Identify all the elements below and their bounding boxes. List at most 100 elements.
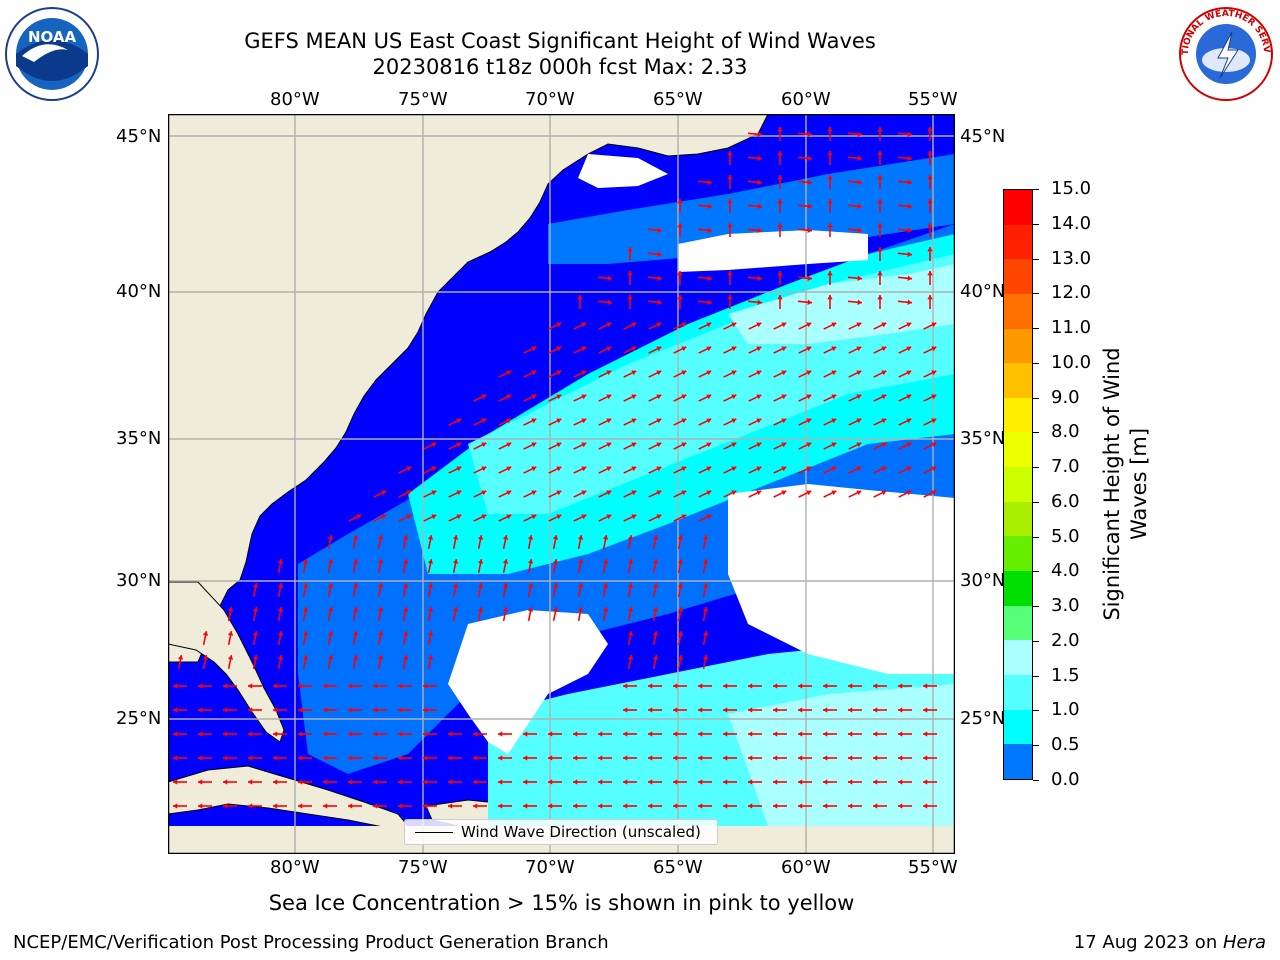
- wind-wave-arrow: [273, 803, 287, 809]
- wind-wave-arrow: [877, 151, 883, 165]
- wind-wave-arrow: [848, 731, 862, 737]
- wind-wave-arrow: [373, 514, 387, 522]
- wind-wave-arrow: [648, 490, 662, 498]
- wind-wave-arrow: [727, 223, 733, 237]
- wind-wave-arrow: [623, 418, 637, 426]
- wind-wave-arrow: [573, 803, 587, 809]
- colorbar-tick-mark: [1033, 606, 1039, 608]
- wind-wave-arrow: [697, 203, 713, 209]
- wind-wave-arrow: [273, 707, 287, 713]
- wind-wave-arrow: [698, 442, 712, 450]
- wind-wave-arrow: [827, 199, 833, 213]
- wind-wave-arrow: [823, 490, 837, 498]
- wind-wave-arrow: [352, 630, 359, 646]
- footer-machine: Hera: [1222, 932, 1266, 953]
- wind-wave-arrow: [923, 490, 937, 498]
- wind-wave-arrow: [823, 322, 837, 330]
- lat-label-left: 25°N: [116, 708, 162, 729]
- wind-wave-arrow: [877, 223, 883, 237]
- wind-wave-arrow: [773, 707, 787, 713]
- wind-wave-arrow: [302, 630, 309, 646]
- wind-wave-arrow: [452, 558, 459, 574]
- wind-wave-arrow: [873, 394, 887, 402]
- wind-wave-arrow: [698, 731, 712, 737]
- colorbar-tick-label: 15.0: [1051, 178, 1092, 199]
- wind-wave-arrow: [723, 683, 737, 689]
- wind-wave-arrow: [423, 779, 437, 785]
- wind-wave-arrow: [723, 322, 737, 330]
- wind-wave-arrow: [777, 151, 783, 165]
- wind-wave-arrow: [527, 558, 534, 574]
- wind-wave-arrow: [873, 322, 887, 330]
- wind-wave-arrow: [652, 654, 659, 670]
- wind-wave-arrow: [523, 346, 537, 354]
- wind-wave-arrow: [627, 534, 634, 550]
- wind-wave-arrow: [548, 466, 562, 474]
- wind-wave-arrow: [748, 683, 762, 689]
- wind-wave-arrow: [348, 803, 362, 809]
- colorbar-tick-mark: [1033, 467, 1039, 469]
- colorbar-tick-mark: [1033, 675, 1039, 677]
- no-data-region-east: [728, 484, 955, 674]
- wind-wave-arrow: [248, 707, 262, 713]
- wind-wave-arrow: [827, 127, 833, 141]
- wind-wave-arrow: [352, 534, 359, 550]
- wind-wave-arrow: [248, 731, 262, 737]
- wind-wave-arrow: [227, 606, 234, 622]
- wind-wave-arrow: [602, 558, 609, 574]
- wind-wave-arrow: [747, 179, 763, 185]
- wind-wave-arrow: [398, 755, 412, 761]
- wind-wave-arrow: [873, 707, 887, 713]
- wind-wave-arrow: [473, 394, 487, 402]
- wind-wave-arrow: [748, 322, 762, 330]
- wind-wave-arrow: [398, 731, 412, 737]
- wind-wave-arrow: [498, 370, 512, 378]
- wind-wave-arrow: [702, 654, 709, 670]
- wind-wave-arrow: [427, 534, 434, 550]
- wind-wave-arrow: [773, 731, 787, 737]
- footer-date: 17 Aug 2023 on: [1073, 932, 1223, 953]
- colorbar-tick-mark: [1033, 362, 1039, 364]
- wind-wave-arrow: [352, 606, 359, 622]
- wind-wave-arrow: [777, 127, 783, 141]
- wind-wave-arrow: [623, 683, 637, 689]
- wind-wave-arrow: [573, 322, 587, 330]
- wind-wave-arrow: [573, 731, 587, 737]
- wind-wave-arrow: [873, 442, 887, 450]
- wind-wave-arrow: [323, 803, 337, 809]
- wind-wave-arrow: [673, 731, 687, 737]
- wind-wave-arrow: [523, 803, 537, 809]
- wind-wave-arrow: [723, 490, 737, 498]
- wind-wave-arrow: [452, 606, 459, 622]
- wind-wave-arrow: [698, 683, 712, 689]
- wind-wave-arrow: [698, 514, 712, 522]
- wind-wave-arrow: [673, 779, 687, 785]
- wind-wave-arrow: [623, 779, 637, 785]
- wind-wave-arrow: [648, 707, 662, 713]
- wind-wave-arrow: [673, 322, 687, 330]
- wind-wave-arrow: [927, 223, 933, 237]
- wind-wave-arrow: [797, 299, 813, 305]
- wind-wave-arrow: [648, 442, 662, 450]
- colorbar-segment: [1004, 397, 1032, 433]
- wind-wave-arrow: [773, 466, 787, 474]
- wind-wave-arrow: [398, 683, 412, 689]
- wind-wave-arrow: [498, 514, 512, 522]
- wind-wave-arrow: [823, 442, 837, 450]
- wind-wave-arrow: [398, 779, 412, 785]
- wind-wave-arrow: [173, 803, 187, 809]
- wind-wave-arrow: [747, 227, 763, 233]
- wind-wave-arrow: [823, 803, 837, 809]
- colorbar-ticks: 15.0 14.0 13.0 12.0 11.0 10.0 9.0 8.0 7.0 6.0 5.0 4…: [1033, 178, 1103, 790]
- lat-label-right: 40°N: [960, 281, 1006, 302]
- wind-wave-arrow: [373, 683, 387, 689]
- wind-wave-arrow: [448, 514, 462, 522]
- colorbar-tick-mark: [1033, 780, 1039, 781]
- wind-wave-arrow: [373, 755, 387, 761]
- wind-wave-arrow: [523, 755, 537, 761]
- wind-wave-arrow: [927, 295, 933, 309]
- wind-wave-arrow: [773, 683, 787, 689]
- wind-wave-arrow: [677, 223, 683, 237]
- wind-wave-arrow: [527, 582, 534, 598]
- wind-wave-arrow: [173, 755, 187, 761]
